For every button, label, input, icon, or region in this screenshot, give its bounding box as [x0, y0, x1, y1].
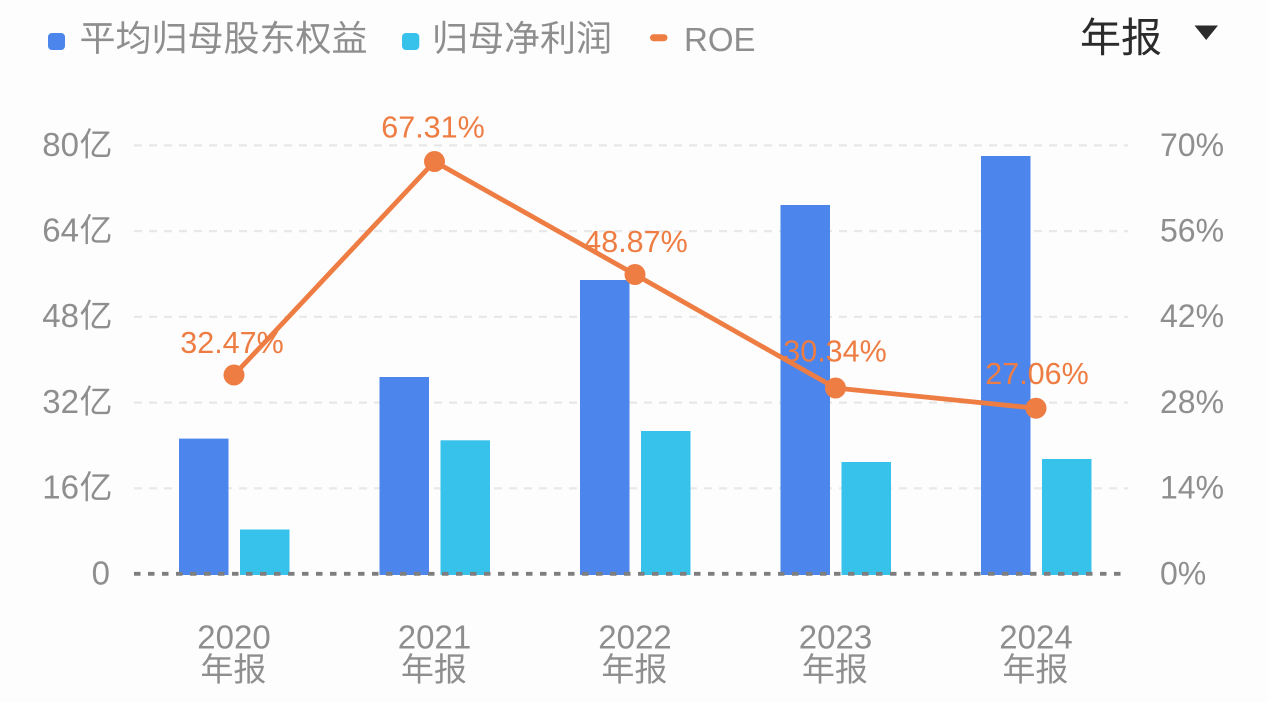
svg-text:56%: 56%: [1160, 213, 1224, 249]
svg-text:0%: 0%: [1160, 555, 1206, 591]
svg-text:64: 64: [42, 212, 79, 249]
svg-text:48.87%: 48.87%: [584, 225, 687, 259]
svg-text:2024: 2024: [999, 619, 1072, 656]
svg-text:32.47%: 32.47%: [180, 326, 283, 360]
svg-text:16: 16: [42, 469, 79, 506]
svg-text:80: 80: [42, 126, 79, 163]
svg-text:14%: 14%: [1160, 470, 1224, 506]
svg-text:2023: 2023: [799, 619, 872, 656]
svg-text:2022: 2022: [598, 619, 671, 656]
svg-text:2020: 2020: [197, 619, 270, 656]
svg-text:27.06%: 27.06%: [985, 357, 1088, 391]
svg-text:70%: 70%: [1160, 127, 1224, 163]
svg-text:2021: 2021: [398, 619, 471, 656]
svg-text:67.31%: 67.31%: [381, 111, 484, 145]
svg-text:28%: 28%: [1160, 384, 1224, 420]
svg-text:ROE: ROE: [684, 21, 756, 58]
svg-text:0: 0: [92, 554, 110, 591]
svg-text:42%: 42%: [1160, 298, 1224, 334]
svg-text:32: 32: [42, 383, 79, 420]
svg-text:30.34%: 30.34%: [783, 335, 886, 369]
svg-text:48: 48: [42, 297, 79, 334]
